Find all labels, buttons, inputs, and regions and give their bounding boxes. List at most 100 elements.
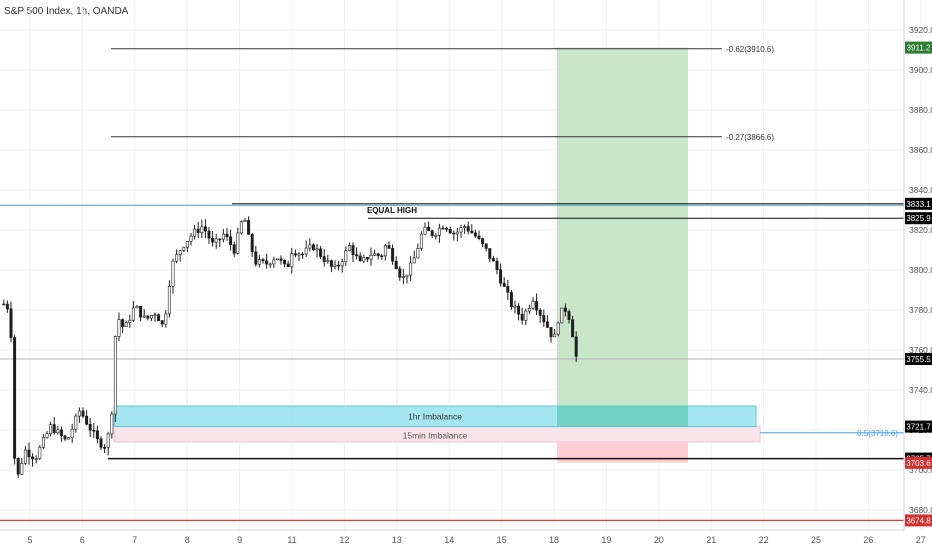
candle-body bbox=[117, 319, 121, 337]
chart-title: S&P 500 Index, 1h, OANDA bbox=[4, 6, 129, 17]
candle-body bbox=[340, 261, 344, 267]
y-tick-label: 3860.0 bbox=[909, 145, 932, 155]
y-tick-label: 3820.0 bbox=[909, 225, 932, 235]
price-label: 3674.8 bbox=[906, 516, 931, 525]
price-label: 3911.2 bbox=[907, 44, 931, 53]
candle-body bbox=[67, 437, 71, 440]
candle-body bbox=[405, 274, 409, 277]
y-tick-label: 3920.0 bbox=[909, 25, 932, 35]
price-label-bg bbox=[905, 212, 932, 225]
x-tick-label: 7 bbox=[132, 535, 137, 545]
x-tick-label: 6 bbox=[80, 535, 85, 545]
candle-body bbox=[34, 458, 38, 460]
candle-body bbox=[445, 227, 449, 230]
candle-body bbox=[31, 456, 35, 460]
zones bbox=[113, 47, 761, 463]
candle-body bbox=[513, 305, 517, 308]
candle-body bbox=[477, 235, 481, 239]
candle-body bbox=[218, 238, 222, 241]
candle-body bbox=[373, 253, 377, 256]
candle-body bbox=[376, 253, 380, 257]
price-labels: 3911.23833.13825.93755.53721.73705.73703… bbox=[905, 41, 932, 527]
candle-body bbox=[481, 238, 485, 245]
price-label-bg bbox=[905, 197, 932, 210]
candle-body bbox=[567, 311, 571, 321]
candle-body bbox=[275, 258, 279, 261]
candle-body bbox=[517, 305, 521, 315]
candle-body bbox=[232, 244, 236, 254]
candle-body bbox=[351, 245, 355, 255]
candle-body bbox=[524, 310, 528, 321]
candle-body bbox=[394, 260, 398, 270]
candle-body bbox=[574, 336, 578, 357]
candle-body bbox=[412, 257, 416, 264]
candle-body bbox=[193, 228, 197, 237]
candle-body bbox=[164, 313, 168, 325]
candle-body bbox=[452, 232, 456, 235]
candle-body bbox=[38, 447, 42, 459]
candle-body bbox=[459, 227, 463, 233]
candle-body bbox=[146, 315, 150, 319]
candle-body bbox=[41, 437, 45, 448]
candle-body bbox=[297, 253, 301, 256]
candle-body bbox=[542, 315, 546, 323]
candle-body bbox=[135, 305, 139, 309]
candle-body bbox=[52, 424, 56, 433]
candle-body bbox=[416, 248, 420, 259]
x-tick-label: 22 bbox=[759, 535, 769, 545]
candle-body bbox=[502, 282, 506, 287]
candle-body bbox=[13, 337, 17, 459]
y-tick-label: 3680.0 bbox=[909, 505, 932, 515]
horizontal-lines bbox=[0, 48, 904, 522]
candle-body bbox=[239, 221, 243, 234]
x-tick-label: 13 bbox=[392, 535, 402, 545]
candle-body bbox=[556, 322, 560, 335]
candle-body bbox=[383, 245, 387, 257]
candle-body bbox=[81, 410, 85, 417]
price-label-bg bbox=[905, 41, 932, 54]
candle-body bbox=[247, 220, 251, 235]
candle-body bbox=[45, 433, 49, 438]
zone-overlap bbox=[557, 406, 688, 427]
x-tick-label: 5 bbox=[27, 535, 32, 545]
price-label: 3703.6 bbox=[906, 459, 931, 468]
x-tick-label: 15 bbox=[497, 535, 507, 545]
candle-body bbox=[304, 247, 308, 255]
candle-body bbox=[549, 327, 553, 338]
x-tick-label: 18 bbox=[549, 535, 559, 545]
price-axis[interactable]: 3680.03700.03720.03740.03760.03780.03800… bbox=[903, 0, 932, 530]
imbalance-15min-label: 15min Imbalance bbox=[403, 431, 468, 441]
candle-body bbox=[160, 320, 164, 325]
candle-body bbox=[103, 446, 107, 449]
price-label-bg bbox=[905, 420, 932, 433]
candle-body bbox=[293, 253, 297, 256]
candle-body bbox=[427, 226, 431, 231]
candle-body bbox=[347, 245, 351, 251]
candle-body bbox=[59, 429, 63, 437]
candle-body bbox=[563, 307, 567, 312]
candle-body bbox=[225, 233, 229, 238]
candle-body bbox=[265, 260, 269, 265]
candle-body bbox=[430, 230, 434, 236]
candle-body bbox=[63, 435, 67, 440]
candle-body bbox=[448, 229, 452, 234]
y-tick-label: 3700.0 bbox=[909, 465, 932, 475]
candle-body bbox=[470, 230, 474, 234]
x-tick-label: 21 bbox=[706, 535, 716, 545]
candle-body bbox=[92, 429, 96, 432]
candle-body bbox=[279, 258, 283, 261]
candle-body bbox=[311, 244, 315, 251]
candle-body bbox=[437, 227, 441, 236]
candle-body bbox=[495, 260, 499, 271]
candle-body bbox=[2, 303, 6, 306]
candle-body bbox=[531, 301, 535, 309]
grid bbox=[0, 0, 922, 530]
candle-body bbox=[106, 433, 110, 448]
candle-body bbox=[131, 307, 135, 321]
time-axis[interactable]: 5 6 7 8 9 11 12 13 14 15 18 19 20 21 22 25 26 27 bbox=[0, 529, 926, 545]
candle-body bbox=[268, 263, 272, 266]
candle-body bbox=[77, 410, 81, 417]
x-tick-label: 26 bbox=[863, 535, 873, 545]
candle-body bbox=[257, 259, 261, 265]
